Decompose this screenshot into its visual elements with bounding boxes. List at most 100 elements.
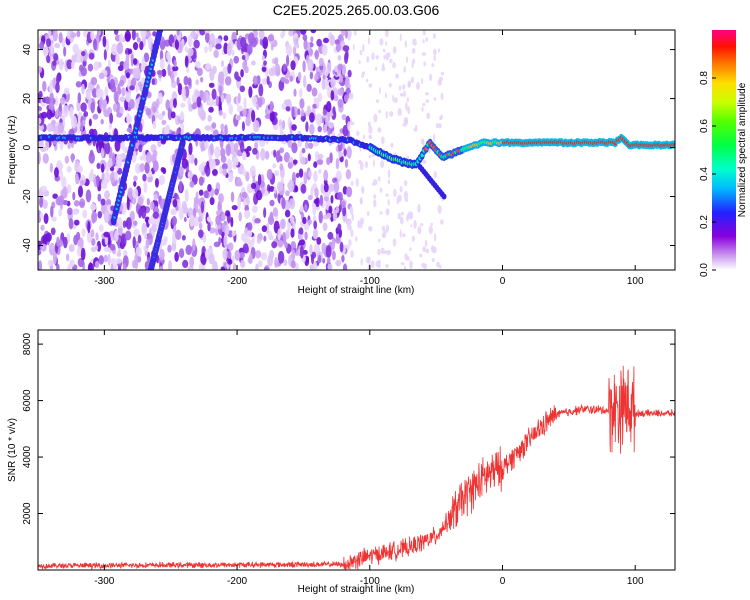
spectrogram-noise-dot xyxy=(121,202,127,215)
spectrogram-noise-dot xyxy=(410,76,414,84)
spectrogram-noise-dot xyxy=(365,256,370,264)
spectrogram-noise-dot xyxy=(360,258,363,266)
spectrogram-noise-dot xyxy=(202,92,207,104)
spectrogram-noise-dot xyxy=(409,211,414,220)
spectrogram-noise-dot xyxy=(67,142,71,150)
spectrogram-noise-dot xyxy=(87,81,93,91)
spectrogram-noise-dot xyxy=(126,127,133,133)
spectrogram-noise-dot xyxy=(38,249,42,256)
spectrogram-noise-dot xyxy=(204,31,210,44)
spectrogram-noise-dot xyxy=(131,30,136,41)
spectrogram-noise-dot xyxy=(77,246,82,257)
spectrogram-noise-dot xyxy=(142,173,147,182)
spectrogram-noise-dot xyxy=(194,157,198,166)
spectrogram-noise-dot xyxy=(181,158,189,169)
spectrogram-noise-dot xyxy=(403,180,408,187)
spectrogram-noise-dot xyxy=(164,39,170,47)
spectrogram-noise-dot xyxy=(437,79,442,86)
spectrogram-noise-dot xyxy=(262,36,269,50)
spectrogram-noise-dot xyxy=(325,245,332,259)
spectrogram-noise-dot xyxy=(265,222,270,235)
spectrogram-noise-dot xyxy=(345,169,352,180)
spectrogram-noise-dot xyxy=(200,201,205,214)
spectrogram-noise-dot xyxy=(143,52,150,63)
spectrogram-noise-dot xyxy=(379,211,383,215)
spectrogram-noise-dot xyxy=(326,157,331,166)
spectrogram-noise-dot xyxy=(236,180,243,187)
spectrogram-noise-dot xyxy=(344,52,349,65)
spectrogram-noise-dot xyxy=(57,195,65,206)
spectrogram-noise-dot xyxy=(92,113,99,120)
spectrogram-noise-dot xyxy=(103,49,107,61)
spectrogram-noise-dot xyxy=(176,77,180,87)
spectrogram-noise-dot xyxy=(305,121,309,133)
spectrogram-noise-dot xyxy=(422,246,427,253)
spectrogram-noise-dot xyxy=(397,212,401,220)
spectrogram-noise-dot xyxy=(70,32,77,38)
spectrogram-noise-dot xyxy=(300,183,307,194)
spectrogram-noise-dot xyxy=(87,262,94,270)
spectrogram-noise-dot xyxy=(295,172,300,179)
spectrogram-noise-dot xyxy=(353,30,357,36)
spectrogram-noise-dot xyxy=(316,159,323,165)
spectrogram-noise-dot xyxy=(109,78,116,89)
spectrogram-noise-dot xyxy=(125,72,130,79)
spectrogram-noise-dot xyxy=(173,59,177,68)
spectrogram-noise-dot xyxy=(279,147,285,154)
spectrogram-noise-dot xyxy=(321,78,326,91)
spectrogram-noise-dot xyxy=(232,263,237,270)
spectrogram-noise-dot xyxy=(314,151,320,162)
spectrogram-noise-dot xyxy=(215,95,220,107)
spectrogram-noise-dot xyxy=(259,138,266,148)
spectrogram-noise-dot xyxy=(198,229,204,239)
spectrogram-noise-dot xyxy=(350,249,354,259)
spectrogram-noise-dot xyxy=(260,187,266,194)
spectrogram-noise-dot xyxy=(243,209,251,219)
spectrogram-noise-dot xyxy=(81,228,86,238)
spectrogram-noise-dot xyxy=(40,243,47,252)
spectrogram-noise-dot xyxy=(364,160,368,169)
spectrogram-noise-dot xyxy=(248,86,253,98)
spectrogram-noise-dot xyxy=(58,102,62,112)
spectrogram-noise-dot xyxy=(152,149,158,158)
spectrogram-noise-dot xyxy=(288,198,296,210)
spectrogram-noise-dot xyxy=(239,141,245,153)
spectrogram-noise-dot xyxy=(198,189,204,196)
spectrogram-noise-dot xyxy=(390,142,394,148)
spectrogram-noise-dot xyxy=(107,253,111,266)
spectrogram-noise-dot xyxy=(330,77,336,88)
spectrogram-noise-dot xyxy=(399,229,402,238)
spectrogram-noise-dot xyxy=(261,252,268,261)
spectrogram-noise-dot xyxy=(330,195,334,204)
spectrogram-noise-dot xyxy=(255,190,263,201)
spectrogram-noise-dot xyxy=(422,39,425,44)
spectrogram-noise-dot xyxy=(167,63,171,76)
spectrogram-noise-dot xyxy=(335,206,340,214)
spectrogram-noise-dot xyxy=(342,45,350,52)
spectrogram-noise-dot xyxy=(169,98,174,111)
spectrogram-noise-dot xyxy=(109,243,116,251)
spectrogram-noise-dot xyxy=(185,244,192,255)
spectrogram-noise-dot xyxy=(299,205,304,213)
spectrogram-noise-dot xyxy=(112,262,118,270)
spectrogram-noise-dot xyxy=(269,100,274,113)
spectrogram-noise-dot xyxy=(276,181,283,192)
spectrogram-noise-dot xyxy=(132,41,139,51)
spectrogram-noise-dot xyxy=(130,53,134,67)
spectrogram-noise-dot xyxy=(146,197,150,206)
spectrogram-noise-dot xyxy=(170,208,175,215)
spectrogram-xtick-label: 100 xyxy=(627,276,644,287)
spectrogram-noise-dot xyxy=(240,259,246,269)
spectrogram-noise-dot xyxy=(198,263,204,270)
spectrogram-noise-dot xyxy=(121,233,125,247)
snr-xtick-label: -200 xyxy=(227,576,247,587)
spectrogram-noise-dot xyxy=(237,92,241,104)
spectrogram-noise-dot xyxy=(257,97,263,108)
spectrogram-noise-dot xyxy=(366,56,370,63)
spectrogram-noise-dot xyxy=(249,165,256,178)
spectrogram-noise-dot xyxy=(87,63,94,72)
spectrogram-noise-dot xyxy=(440,92,444,101)
spectrogram-noise-dot xyxy=(242,108,247,117)
spectrogram-noise-dot xyxy=(328,183,335,192)
